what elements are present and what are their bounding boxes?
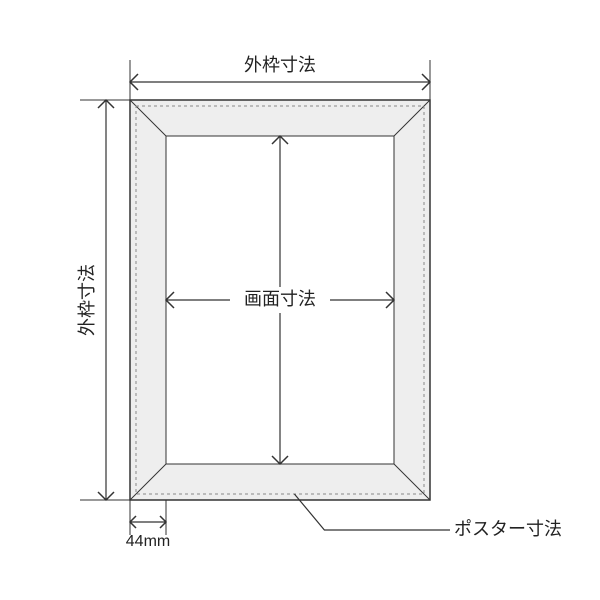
dim-outer-width: 外枠寸法	[130, 55, 430, 100]
dim-outer-height-label: 外枠寸法	[77, 264, 97, 336]
dim-screen-label: 画面寸法	[244, 289, 316, 309]
dim-frame-thickness-label: 44mm	[126, 533, 170, 550]
dim-outer-width-label: 外枠寸法	[244, 55, 316, 75]
dim-outer-height: 外枠寸法	[77, 100, 130, 500]
dim-frame-thickness: 44mm	[126, 500, 170, 550]
poster-callout-label: ポスター寸法	[454, 519, 562, 539]
